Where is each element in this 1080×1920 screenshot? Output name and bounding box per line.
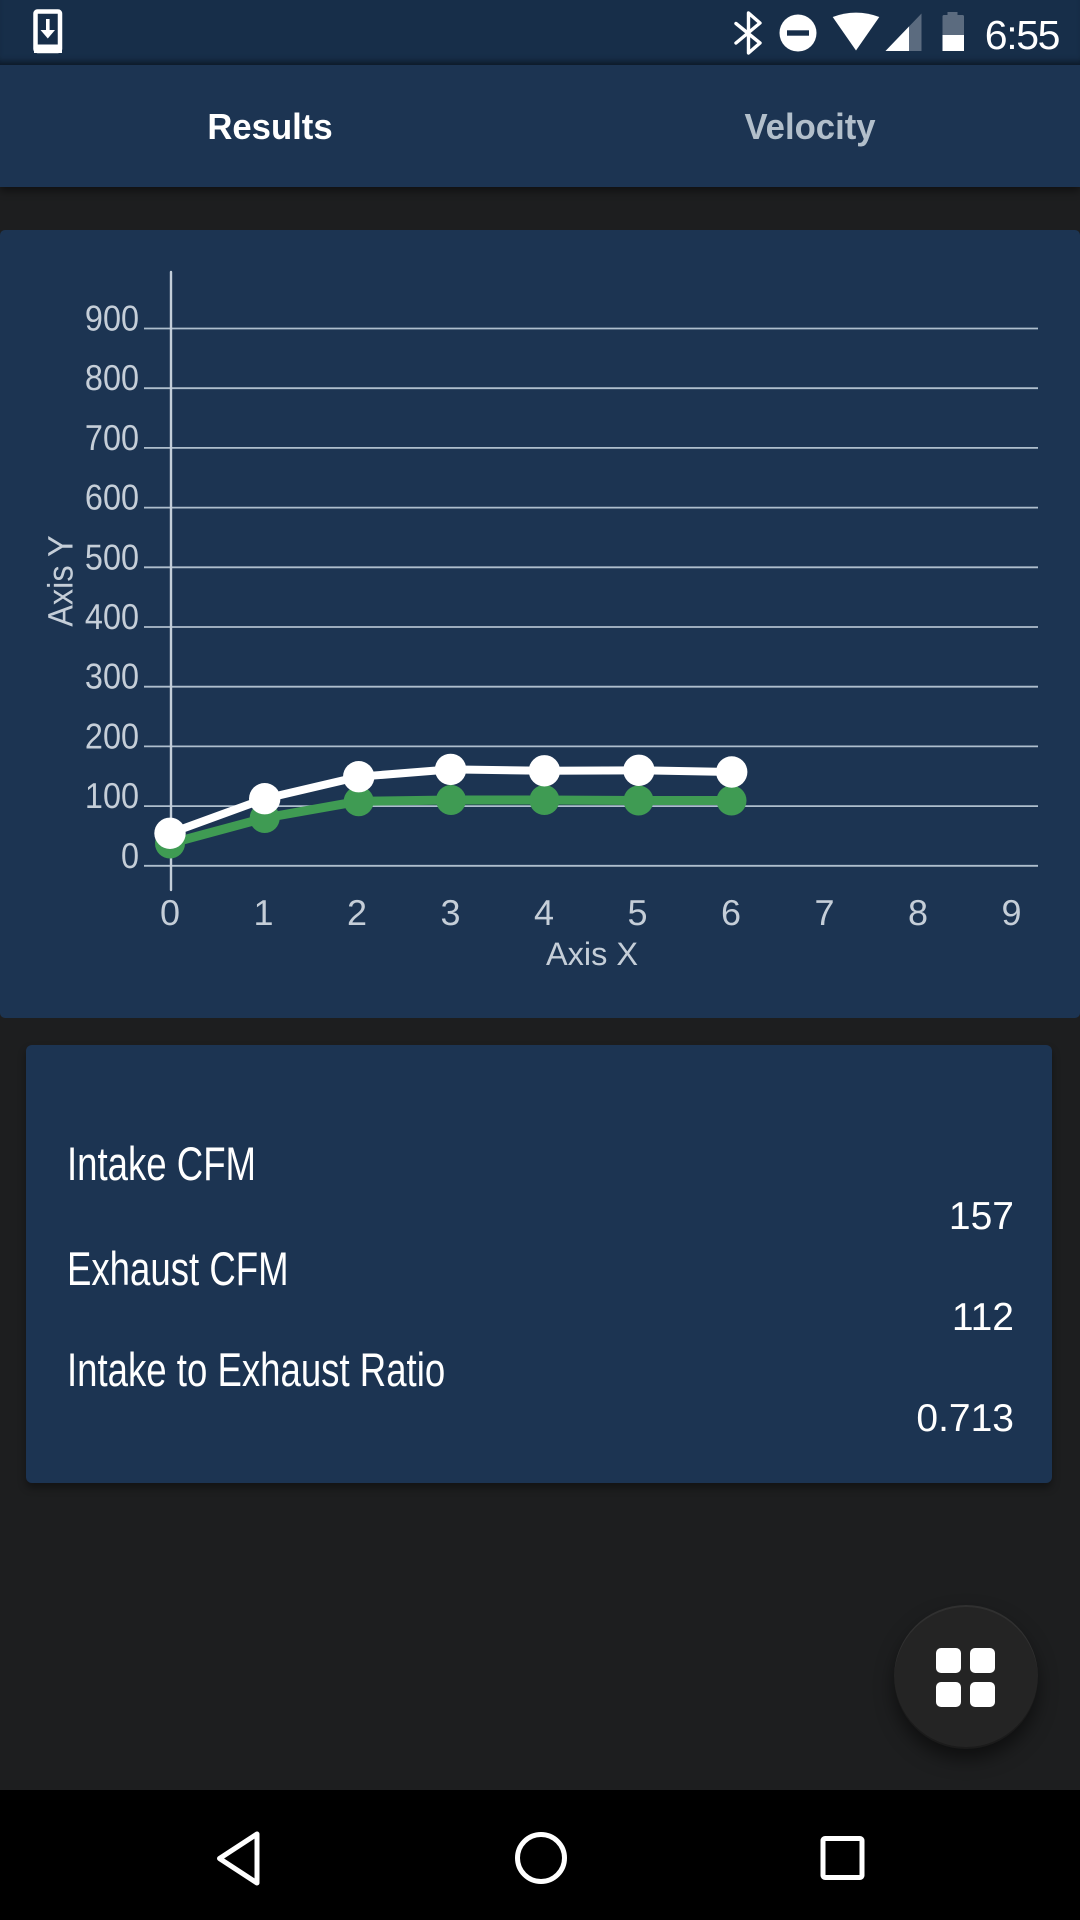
- svg-text:Axis X: Axis X: [546, 936, 638, 972]
- svg-text:600: 600: [85, 477, 139, 518]
- svg-text:200: 200: [85, 715, 139, 756]
- svg-text:0: 0: [160, 892, 180, 933]
- svg-text:800: 800: [85, 357, 139, 398]
- svg-text:Axis Y: Axis Y: [42, 535, 81, 626]
- svg-text:9: 9: [1001, 892, 1021, 933]
- svg-text:400: 400: [85, 596, 139, 637]
- svg-text:500: 500: [85, 536, 139, 577]
- svg-text:700: 700: [85, 417, 139, 458]
- svg-text:7: 7: [814, 892, 834, 933]
- svg-text:6: 6: [721, 892, 741, 933]
- svg-text:3: 3: [440, 892, 460, 933]
- svg-text:100: 100: [85, 775, 139, 816]
- svg-text:8: 8: [908, 892, 928, 933]
- svg-text:4: 4: [534, 892, 554, 933]
- svg-text:300: 300: [85, 656, 139, 697]
- svg-text:900: 900: [85, 298, 139, 339]
- svg-text:0: 0: [121, 835, 139, 876]
- svg-text:1: 1: [253, 892, 273, 933]
- svg-text:5: 5: [627, 892, 647, 933]
- svg-text:2: 2: [347, 892, 367, 933]
